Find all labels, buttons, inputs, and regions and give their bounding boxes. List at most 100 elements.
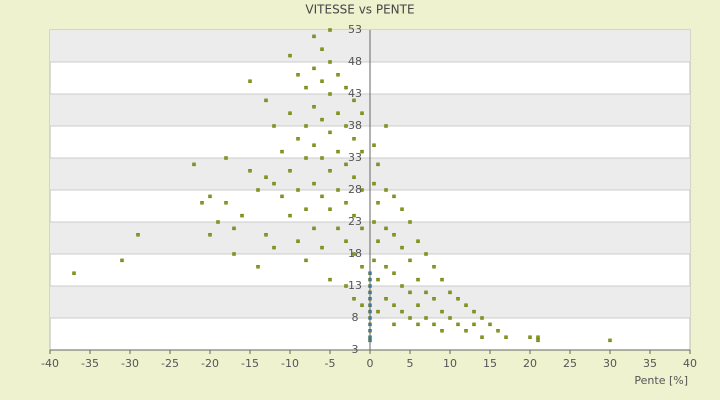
point (344, 162, 348, 167)
point (272, 124, 276, 128)
point (360, 303, 364, 307)
point (312, 143, 316, 147)
y-tick-label: 8 (352, 311, 359, 324)
point (312, 34, 316, 39)
point (360, 149, 364, 154)
point (224, 156, 228, 160)
point (320, 117, 324, 122)
point (372, 181, 376, 186)
point (328, 60, 332, 64)
point (352, 175, 356, 179)
point (432, 322, 436, 327)
point (280, 149, 284, 154)
x-tick-label: 20 (523, 357, 537, 370)
point (352, 213, 356, 218)
point (288, 213, 292, 218)
point (392, 303, 396, 307)
chart-title: VITESSE vs PENTE (305, 3, 414, 17)
point (328, 277, 332, 282)
point (400, 284, 404, 288)
point (336, 226, 340, 231)
x-tick-label: 0 (367, 357, 374, 370)
point (280, 194, 284, 199)
point (424, 316, 428, 320)
point (504, 335, 508, 339)
point (320, 245, 324, 250)
point (456, 297, 460, 301)
point (384, 188, 388, 192)
point (328, 92, 332, 96)
y-tick-label: 43 (348, 87, 362, 100)
point (416, 322, 420, 327)
point (288, 169, 292, 173)
point (328, 207, 332, 211)
point (368, 309, 372, 314)
point (480, 316, 484, 320)
point (448, 316, 452, 320)
point (320, 79, 324, 83)
point (400, 309, 404, 314)
point (384, 124, 388, 128)
point (192, 162, 196, 167)
x-tick-label: 30 (603, 357, 617, 370)
point (464, 303, 468, 307)
y-tick-label: 3 (352, 343, 359, 356)
point (424, 290, 428, 295)
point (392, 271, 396, 275)
point (392, 322, 396, 327)
x-tick-label: 10 (443, 357, 457, 370)
point (344, 124, 348, 128)
point (320, 194, 324, 199)
point (312, 105, 316, 109)
point (312, 226, 316, 231)
point (336, 149, 340, 154)
x-tick-label: 40 (683, 357, 697, 370)
point (376, 239, 380, 243)
point (424, 252, 428, 256)
point (208, 233, 212, 237)
point (232, 252, 236, 256)
point (264, 175, 268, 179)
point (416, 303, 420, 307)
point (372, 258, 376, 263)
point (344, 201, 348, 205)
point (400, 207, 404, 211)
point (336, 111, 340, 115)
point (216, 220, 220, 224)
point (432, 265, 436, 269)
point (336, 73, 340, 77)
point (256, 188, 260, 192)
point (304, 258, 308, 263)
point (408, 220, 412, 224)
point (368, 338, 372, 343)
point (432, 297, 436, 301)
point (368, 335, 372, 339)
y-tick-label: 33 (348, 151, 362, 164)
point (360, 265, 364, 269)
x-tick-label: -30 (121, 357, 139, 370)
point (376, 201, 380, 205)
x-tick-label: -20 (201, 357, 219, 370)
point (472, 309, 476, 314)
point (344, 239, 348, 243)
point (400, 245, 404, 250)
point (208, 194, 212, 199)
x-tick-label: -10 (281, 357, 299, 370)
x-tick-label: -35 (81, 357, 99, 370)
y-tick-label: 13 (348, 279, 362, 292)
point (472, 322, 476, 327)
point (416, 277, 420, 282)
point (336, 188, 340, 192)
x-tick-label: 35 (643, 357, 657, 370)
point (368, 284, 372, 288)
point (536, 335, 540, 339)
point (376, 277, 380, 282)
point (376, 162, 380, 167)
y-tick-label: 18 (348, 247, 362, 260)
point (376, 309, 380, 314)
point (456, 322, 460, 327)
point (352, 252, 356, 256)
point (368, 329, 372, 333)
point (120, 258, 124, 263)
point (248, 79, 252, 83)
